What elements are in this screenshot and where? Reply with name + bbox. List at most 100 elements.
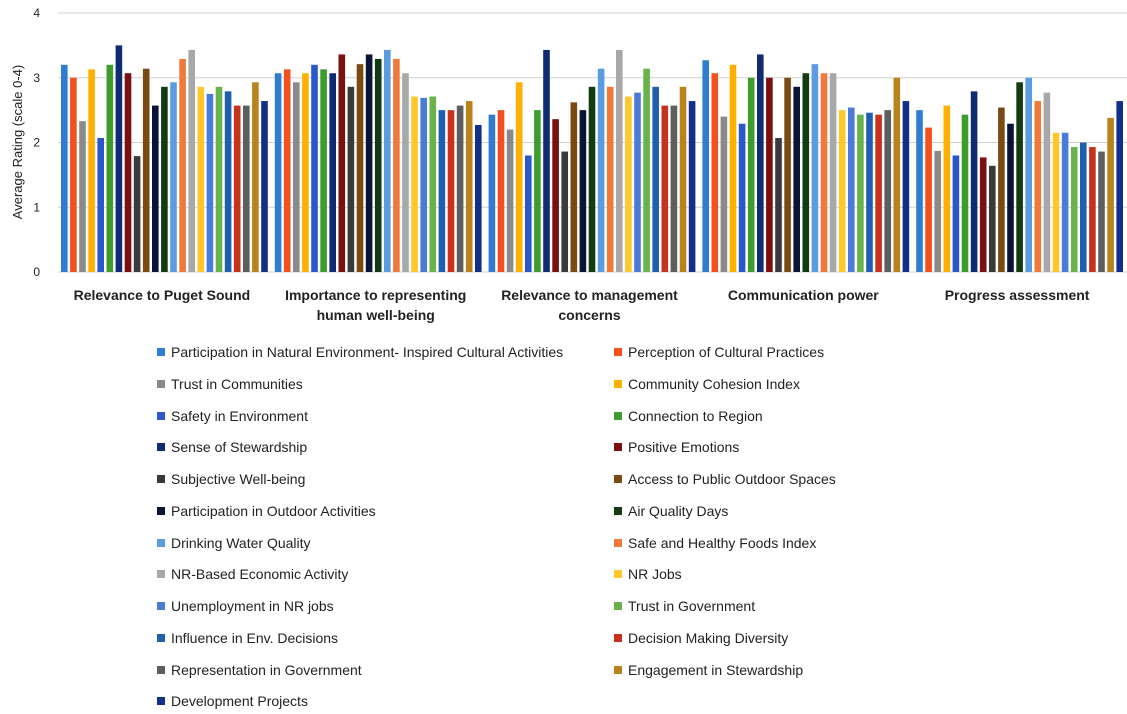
bar <box>916 110 923 273</box>
bar <box>570 102 578 272</box>
legend-item: Positive Emotions <box>614 439 739 455</box>
bar <box>979 157 987 272</box>
x-tick-label: concerns <box>558 307 620 323</box>
legend-label: Participation in Outdoor Activities <box>171 502 376 519</box>
bar <box>61 64 68 272</box>
bar <box>702 60 709 272</box>
bar <box>233 105 241 272</box>
bar <box>720 116 728 272</box>
y-tick-label: 0 <box>33 265 40 279</box>
bar <box>374 58 382 272</box>
bar <box>252 82 259 272</box>
bar <box>970 91 978 272</box>
bar <box>757 54 764 272</box>
bar <box>820 73 828 272</box>
bar <box>766 77 773 272</box>
x-tick-label: Importance to representing <box>285 287 466 303</box>
bar <box>215 86 223 272</box>
bar <box>793 86 800 272</box>
bar <box>829 73 837 272</box>
x-tick-label: Progress assessment <box>945 287 1090 303</box>
bar <box>866 112 873 272</box>
bar <box>775 137 782 272</box>
bar <box>161 86 168 272</box>
legend-item: Air Quality Days <box>614 503 728 519</box>
bar <box>943 105 951 272</box>
bar <box>561 151 568 272</box>
legend-item: Representation in Government <box>157 662 362 678</box>
bar <box>465 101 473 272</box>
bar <box>534 110 541 273</box>
bar <box>224 91 232 272</box>
legend-label: Perception of Cultural Practices <box>628 344 825 360</box>
x-tick-label: Relevance to management <box>501 287 678 303</box>
bar <box>384 49 391 272</box>
bar <box>411 96 418 272</box>
legend-label: Engagement in Stewardship <box>628 661 804 678</box>
bar <box>811 64 819 273</box>
bar <box>652 86 659 272</box>
y-tick-label: 2 <box>33 136 40 150</box>
legend-label: Positive Emotions <box>628 439 740 456</box>
bar <box>152 105 159 272</box>
legend-swatch <box>614 379 622 388</box>
legend-label: Connection to Region <box>628 407 763 424</box>
bar <box>506 129 514 272</box>
bar <box>989 165 996 272</box>
legend-label: Access to Public Outdoor Spaces <box>628 471 836 487</box>
bar <box>1025 77 1032 272</box>
bar <box>293 82 300 272</box>
legend-label: Safe and Healthy Foods Index <box>628 534 817 551</box>
bar <box>934 150 941 272</box>
bar <box>875 114 882 272</box>
legend-item: Trust in Government <box>614 598 755 614</box>
legend-item: Connection to Region <box>614 408 763 424</box>
bar <box>579 110 587 273</box>
legend-label: NR Jobs <box>628 566 682 583</box>
legend-item: Safety in Environment <box>157 408 308 424</box>
legend-swatch <box>614 348 622 356</box>
bar <box>447 110 455 273</box>
legend-swatch <box>614 633 622 642</box>
bar <box>747 77 755 272</box>
legend-swatch <box>157 697 165 706</box>
bar <box>711 73 719 272</box>
bar <box>857 114 864 272</box>
bar <box>402 73 409 272</box>
legend-label: Participation in Natural Environment- In… <box>171 344 564 360</box>
legend-swatch <box>157 538 165 547</box>
bar <box>616 49 623 272</box>
y-tick-label: 1 <box>33 200 40 214</box>
x-tick-label: human well-being <box>317 307 435 323</box>
bar <box>1016 82 1023 272</box>
legend-item: Safe and Healthy Foods Index <box>614 535 816 551</box>
bar <box>961 114 969 272</box>
bar <box>88 69 95 272</box>
bar <box>283 69 291 272</box>
bar <box>884 110 891 273</box>
legend-swatch <box>614 570 622 579</box>
bar <box>393 58 400 272</box>
legend-item: NR-Based Economic Activity <box>157 566 348 582</box>
bar <box>115 45 123 273</box>
legend-label: Sense of Stewardship <box>171 439 308 456</box>
legend-swatch <box>157 475 165 483</box>
legend-label: Trust in Communities <box>171 375 303 392</box>
legend-label: Subjective Well-being <box>171 471 306 487</box>
legend-swatch <box>157 411 165 420</box>
legend-item: NR Jobs <box>614 566 682 582</box>
legend-label: Influence in Env. Decisions <box>171 629 339 646</box>
bar <box>525 155 532 272</box>
y-tick-labels: 0 1 2 3 4 <box>33 6 40 279</box>
legend-item: Decision Making Diversity <box>614 630 788 646</box>
legend-item: Unemployment in NR jobs <box>157 598 334 614</box>
legend-label: Development Projects <box>171 693 308 710</box>
bar <box>802 73 810 272</box>
bar <box>347 86 355 272</box>
bar <box>1052 132 1060 272</box>
bar <box>311 64 318 272</box>
legend-swatch <box>157 602 165 610</box>
bar <box>952 155 960 272</box>
bar <box>243 105 250 272</box>
